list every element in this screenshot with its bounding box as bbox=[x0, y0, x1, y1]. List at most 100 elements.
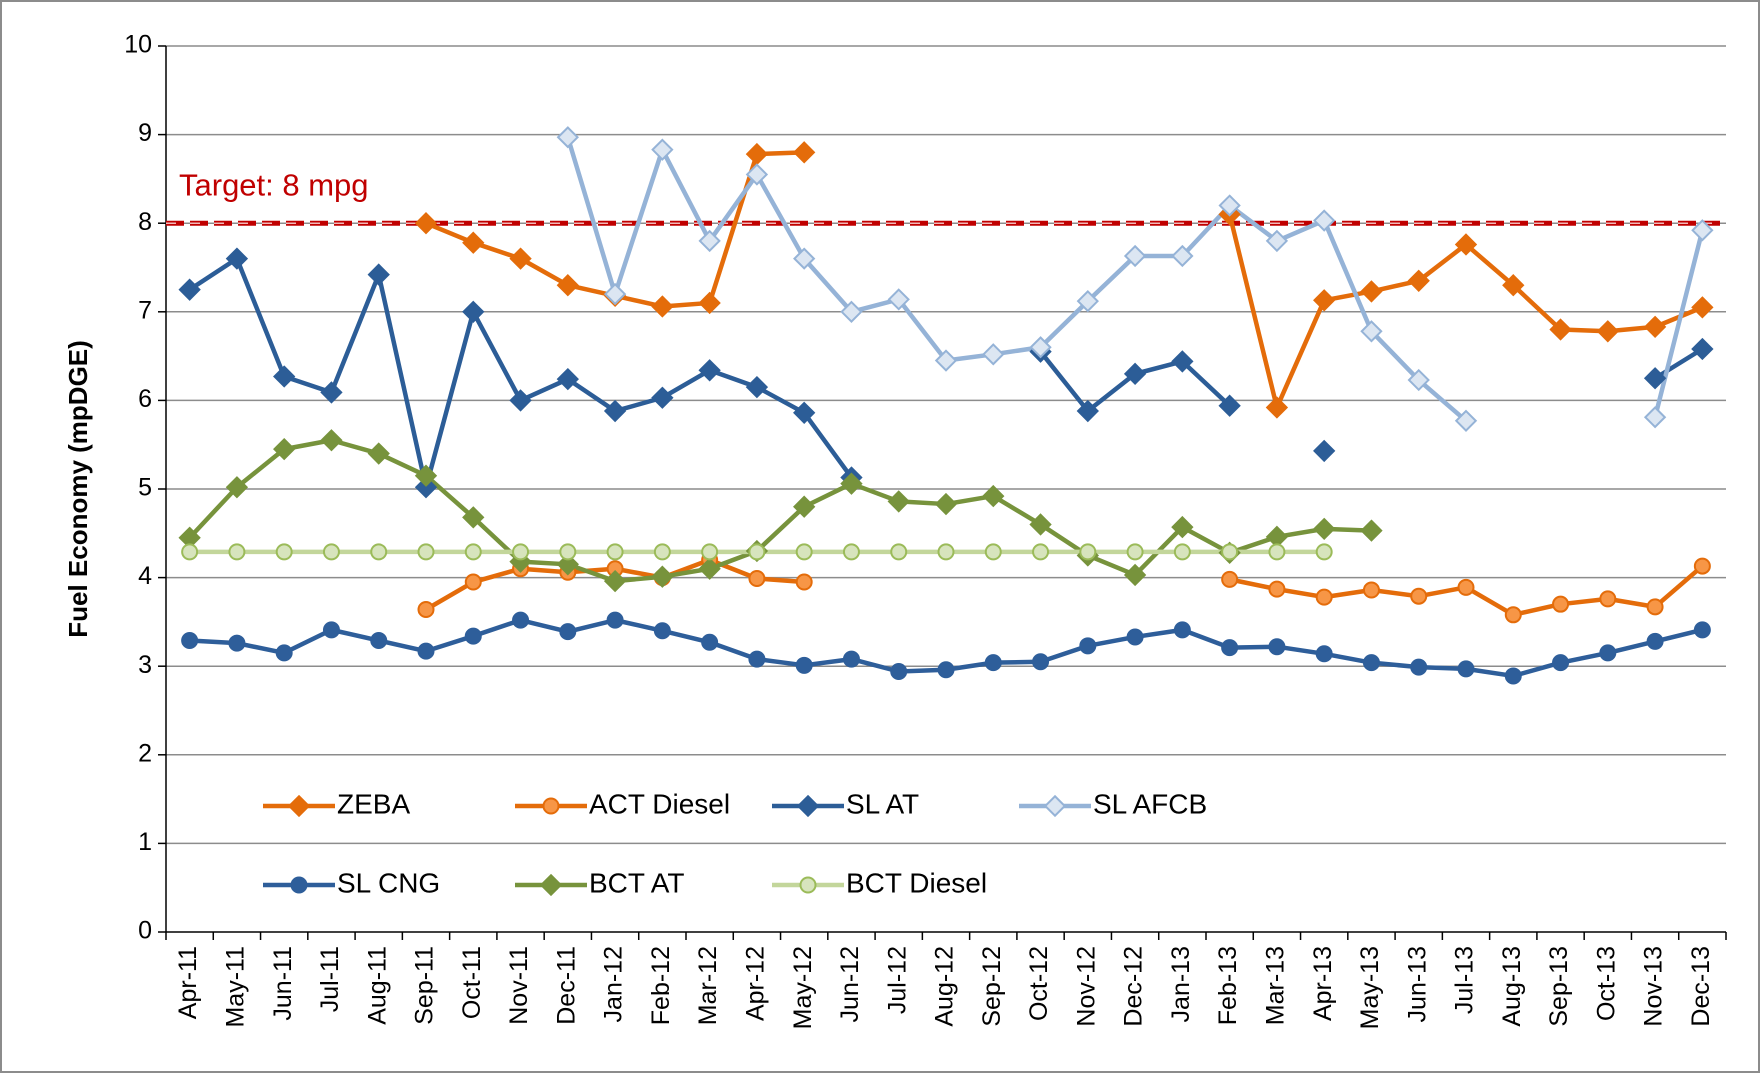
data-point bbox=[698, 229, 721, 253]
data-point bbox=[1268, 638, 1286, 656]
x-tick-label: Apr-13 bbox=[1309, 946, 1337, 1021]
x-tick-label: Mar-13 bbox=[1262, 946, 1290, 1025]
data-point bbox=[1457, 578, 1475, 596]
x-tick-label: Jan-12 bbox=[600, 946, 628, 1022]
y-tick-label: 5 bbox=[138, 474, 152, 502]
data-point bbox=[1646, 598, 1664, 616]
x-tick-label: May-12 bbox=[789, 946, 817, 1029]
data-point bbox=[1643, 315, 1667, 339]
data-point bbox=[840, 472, 863, 495]
data-point bbox=[462, 506, 485, 529]
data-point bbox=[1643, 406, 1667, 429]
data-point bbox=[367, 263, 390, 286]
y-tick-label: 9 bbox=[138, 119, 152, 147]
data-point bbox=[320, 429, 343, 452]
data-point bbox=[1407, 368, 1430, 392]
data-point bbox=[1691, 296, 1714, 319]
data-point bbox=[1360, 320, 1383, 343]
x-tick-label: Jul-13 bbox=[1451, 946, 1479, 1014]
data-point bbox=[414, 212, 438, 235]
data-point bbox=[793, 495, 816, 518]
x-tick-label: Feb-13 bbox=[1214, 946, 1242, 1025]
data-point bbox=[1029, 336, 1052, 359]
legend-label: BCT AT bbox=[589, 867, 684, 898]
data-point bbox=[937, 661, 955, 679]
data-point bbox=[1599, 590, 1617, 608]
data-point bbox=[1268, 543, 1286, 561]
x-tick-label: Nov-11 bbox=[505, 946, 533, 1025]
data-point bbox=[1123, 563, 1147, 587]
data-point bbox=[370, 543, 388, 561]
data-point bbox=[890, 543, 908, 561]
data-point bbox=[370, 632, 388, 650]
data-point bbox=[320, 381, 343, 404]
data-point bbox=[1218, 394, 1241, 417]
data-point bbox=[462, 231, 485, 254]
data-point bbox=[417, 642, 435, 660]
data-point bbox=[701, 543, 719, 561]
data-point bbox=[1171, 515, 1194, 539]
data-point bbox=[556, 367, 579, 391]
data-point bbox=[1313, 289, 1336, 312]
data-point bbox=[1126, 543, 1144, 561]
data-point bbox=[1218, 194, 1241, 217]
data-point bbox=[1079, 543, 1097, 561]
x-tick-label: Jan-13 bbox=[1167, 946, 1195, 1022]
data-point bbox=[417, 543, 435, 561]
x-tick-label: Jun-11 bbox=[269, 946, 297, 1021]
data-point bbox=[1454, 409, 1478, 432]
legend-label: ACT Diesel bbox=[589, 788, 730, 819]
data-point bbox=[417, 600, 435, 618]
x-tick-label: Aug-12 bbox=[931, 946, 959, 1027]
legend-marker bbox=[1043, 794, 1067, 818]
data-point bbox=[793, 247, 816, 270]
data-point bbox=[1315, 588, 1333, 606]
data-point bbox=[1410, 587, 1428, 605]
data-point bbox=[842, 543, 860, 561]
data-point bbox=[745, 163, 769, 186]
data-point bbox=[1693, 557, 1711, 575]
data-point bbox=[651, 295, 674, 318]
x-tick-label: Jul-12 bbox=[883, 946, 911, 1014]
data-point bbox=[275, 543, 293, 561]
data-point bbox=[934, 349, 958, 372]
data-point bbox=[606, 611, 624, 629]
data-point bbox=[651, 565, 674, 588]
data-point bbox=[1123, 362, 1147, 385]
x-tick-label: Nov-12 bbox=[1072, 946, 1100, 1027]
legend-label: ZEBA bbox=[337, 788, 410, 819]
x-tick-label: Mar-12 bbox=[694, 946, 722, 1025]
legend-marker bbox=[287, 794, 311, 818]
data-point bbox=[1360, 280, 1383, 303]
data-point bbox=[1691, 219, 1714, 242]
data-point bbox=[556, 274, 579, 297]
data-point bbox=[1313, 517, 1336, 541]
data-point bbox=[1502, 274, 1525, 297]
data-point bbox=[1029, 513, 1052, 536]
x-tick-label: Sep-11 bbox=[411, 946, 439, 1025]
data-point bbox=[1457, 660, 1475, 678]
x-tick-label: Dec-12 bbox=[1120, 946, 1148, 1027]
data-point bbox=[1123, 244, 1147, 268]
x-tick-label: Jun-12 bbox=[836, 946, 864, 1022]
data-point bbox=[1265, 229, 1289, 253]
data-point bbox=[603, 569, 627, 593]
data-point bbox=[1691, 337, 1714, 361]
data-point bbox=[462, 300, 485, 323]
legend-label: SL AFCB bbox=[1093, 788, 1207, 819]
y-tick-label: 8 bbox=[138, 208, 152, 236]
data-point bbox=[1362, 581, 1380, 599]
data-point bbox=[1173, 621, 1191, 639]
data-point bbox=[414, 476, 438, 499]
data-point bbox=[890, 663, 908, 681]
data-point bbox=[982, 484, 1005, 508]
data-point bbox=[225, 247, 249, 270]
data-point bbox=[1504, 667, 1522, 685]
data-point bbox=[1596, 320, 1619, 343]
data-point bbox=[1221, 543, 1239, 561]
data-point bbox=[793, 141, 816, 164]
data-point bbox=[367, 442, 390, 465]
y-axis-title: Fuel Economy (mpDGE) bbox=[63, 340, 93, 638]
